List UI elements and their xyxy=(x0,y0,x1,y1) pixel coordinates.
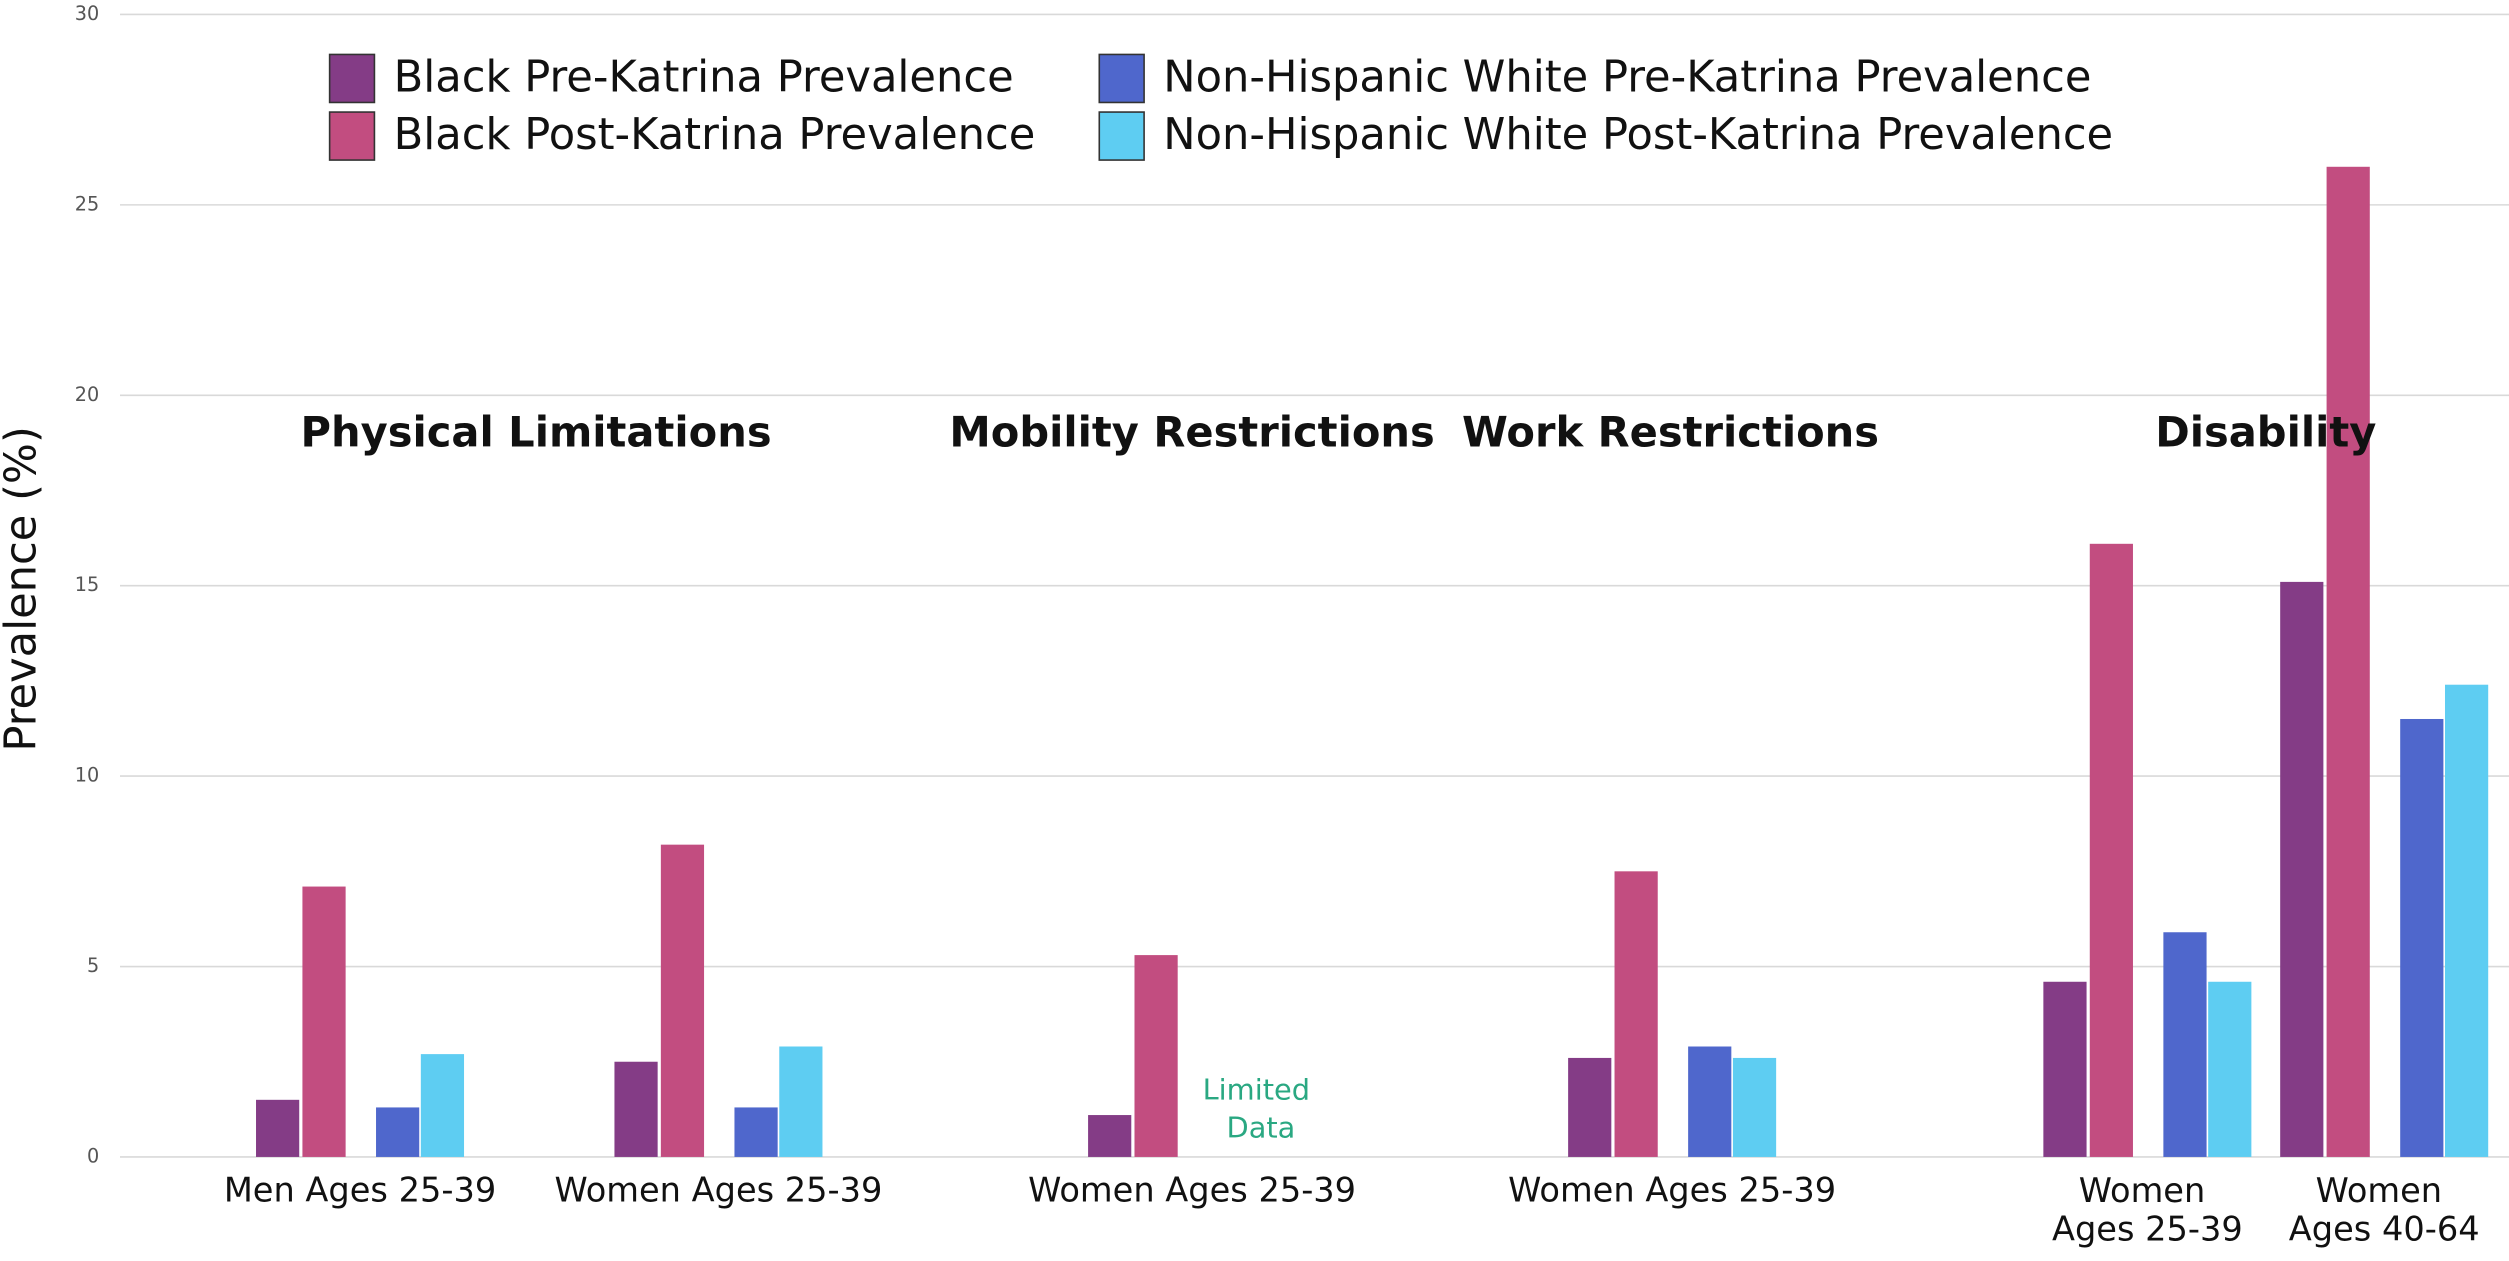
x-tick-label: Men Ages 25-39 xyxy=(224,1171,496,1210)
legend-swatch xyxy=(328,53,376,104)
legend-label: Non-Hispanic White Pre-Katrina Prevalenc… xyxy=(1163,53,2091,103)
bar xyxy=(376,1107,420,1157)
bar xyxy=(734,1107,778,1157)
section-label: Work Restrictions xyxy=(1462,407,1879,456)
y-tick-label: 10 xyxy=(75,764,99,787)
bar xyxy=(1732,1057,1777,1157)
bar xyxy=(2444,684,2489,1157)
bar xyxy=(2208,981,2252,1157)
bar xyxy=(420,1054,465,1157)
bar xyxy=(2163,932,2207,1157)
bar xyxy=(1688,1046,1732,1157)
bar xyxy=(1134,955,1178,1157)
x-tick-label: Women Ages 40-64 xyxy=(2289,1171,2480,1248)
bar xyxy=(1568,1057,1612,1157)
legend-label: Black Post-Katrina Prevalence xyxy=(394,110,1036,160)
x-tick-label: Women Ages 25-39 xyxy=(554,1171,882,1210)
bar xyxy=(2043,981,2087,1157)
x-tick-label: Women Ages 25-39 xyxy=(1508,1171,1836,1210)
bar xyxy=(1614,871,1658,1157)
y-tick-label: 15 xyxy=(75,573,99,596)
x-tick-label: Women Ages 25-39 xyxy=(1028,1171,1356,1210)
section-label: Mobility Restrictions xyxy=(949,407,1434,456)
section-label: Disability xyxy=(2155,407,2376,456)
annotation: Limited Data xyxy=(1203,1072,1320,1144)
bar xyxy=(2280,581,2324,1157)
bar xyxy=(614,1061,658,1157)
bar xyxy=(2400,718,2444,1157)
bar xyxy=(256,1099,300,1157)
y-tick-label: 30 xyxy=(75,2,99,25)
legend-swatch xyxy=(1098,111,1145,161)
bar xyxy=(660,844,705,1157)
bar xyxy=(1088,1115,1132,1157)
y-tick-label: 25 xyxy=(75,192,99,215)
y-tick-label: 20 xyxy=(75,383,99,406)
bar xyxy=(779,1046,823,1157)
bar xyxy=(2326,166,2370,1157)
legend-swatch xyxy=(328,111,376,161)
bar xyxy=(2089,543,2133,1157)
y-tick-label: 5 xyxy=(87,954,99,977)
y-axis-label: Prevalence (%) xyxy=(0,426,47,751)
legend-label: Black Pre-Katrina Prevalence xyxy=(394,53,1014,103)
bar xyxy=(302,886,346,1157)
y-tick-label: 0 xyxy=(87,1144,99,1167)
x-tick-label: Women Ages 25-39 xyxy=(2052,1171,2243,1248)
section-label: Physical Limitations xyxy=(301,407,772,456)
legend-label: Non-Hispanic White Post-Katrina Prevalen… xyxy=(1163,110,2113,160)
legend-swatch xyxy=(1098,53,1145,104)
